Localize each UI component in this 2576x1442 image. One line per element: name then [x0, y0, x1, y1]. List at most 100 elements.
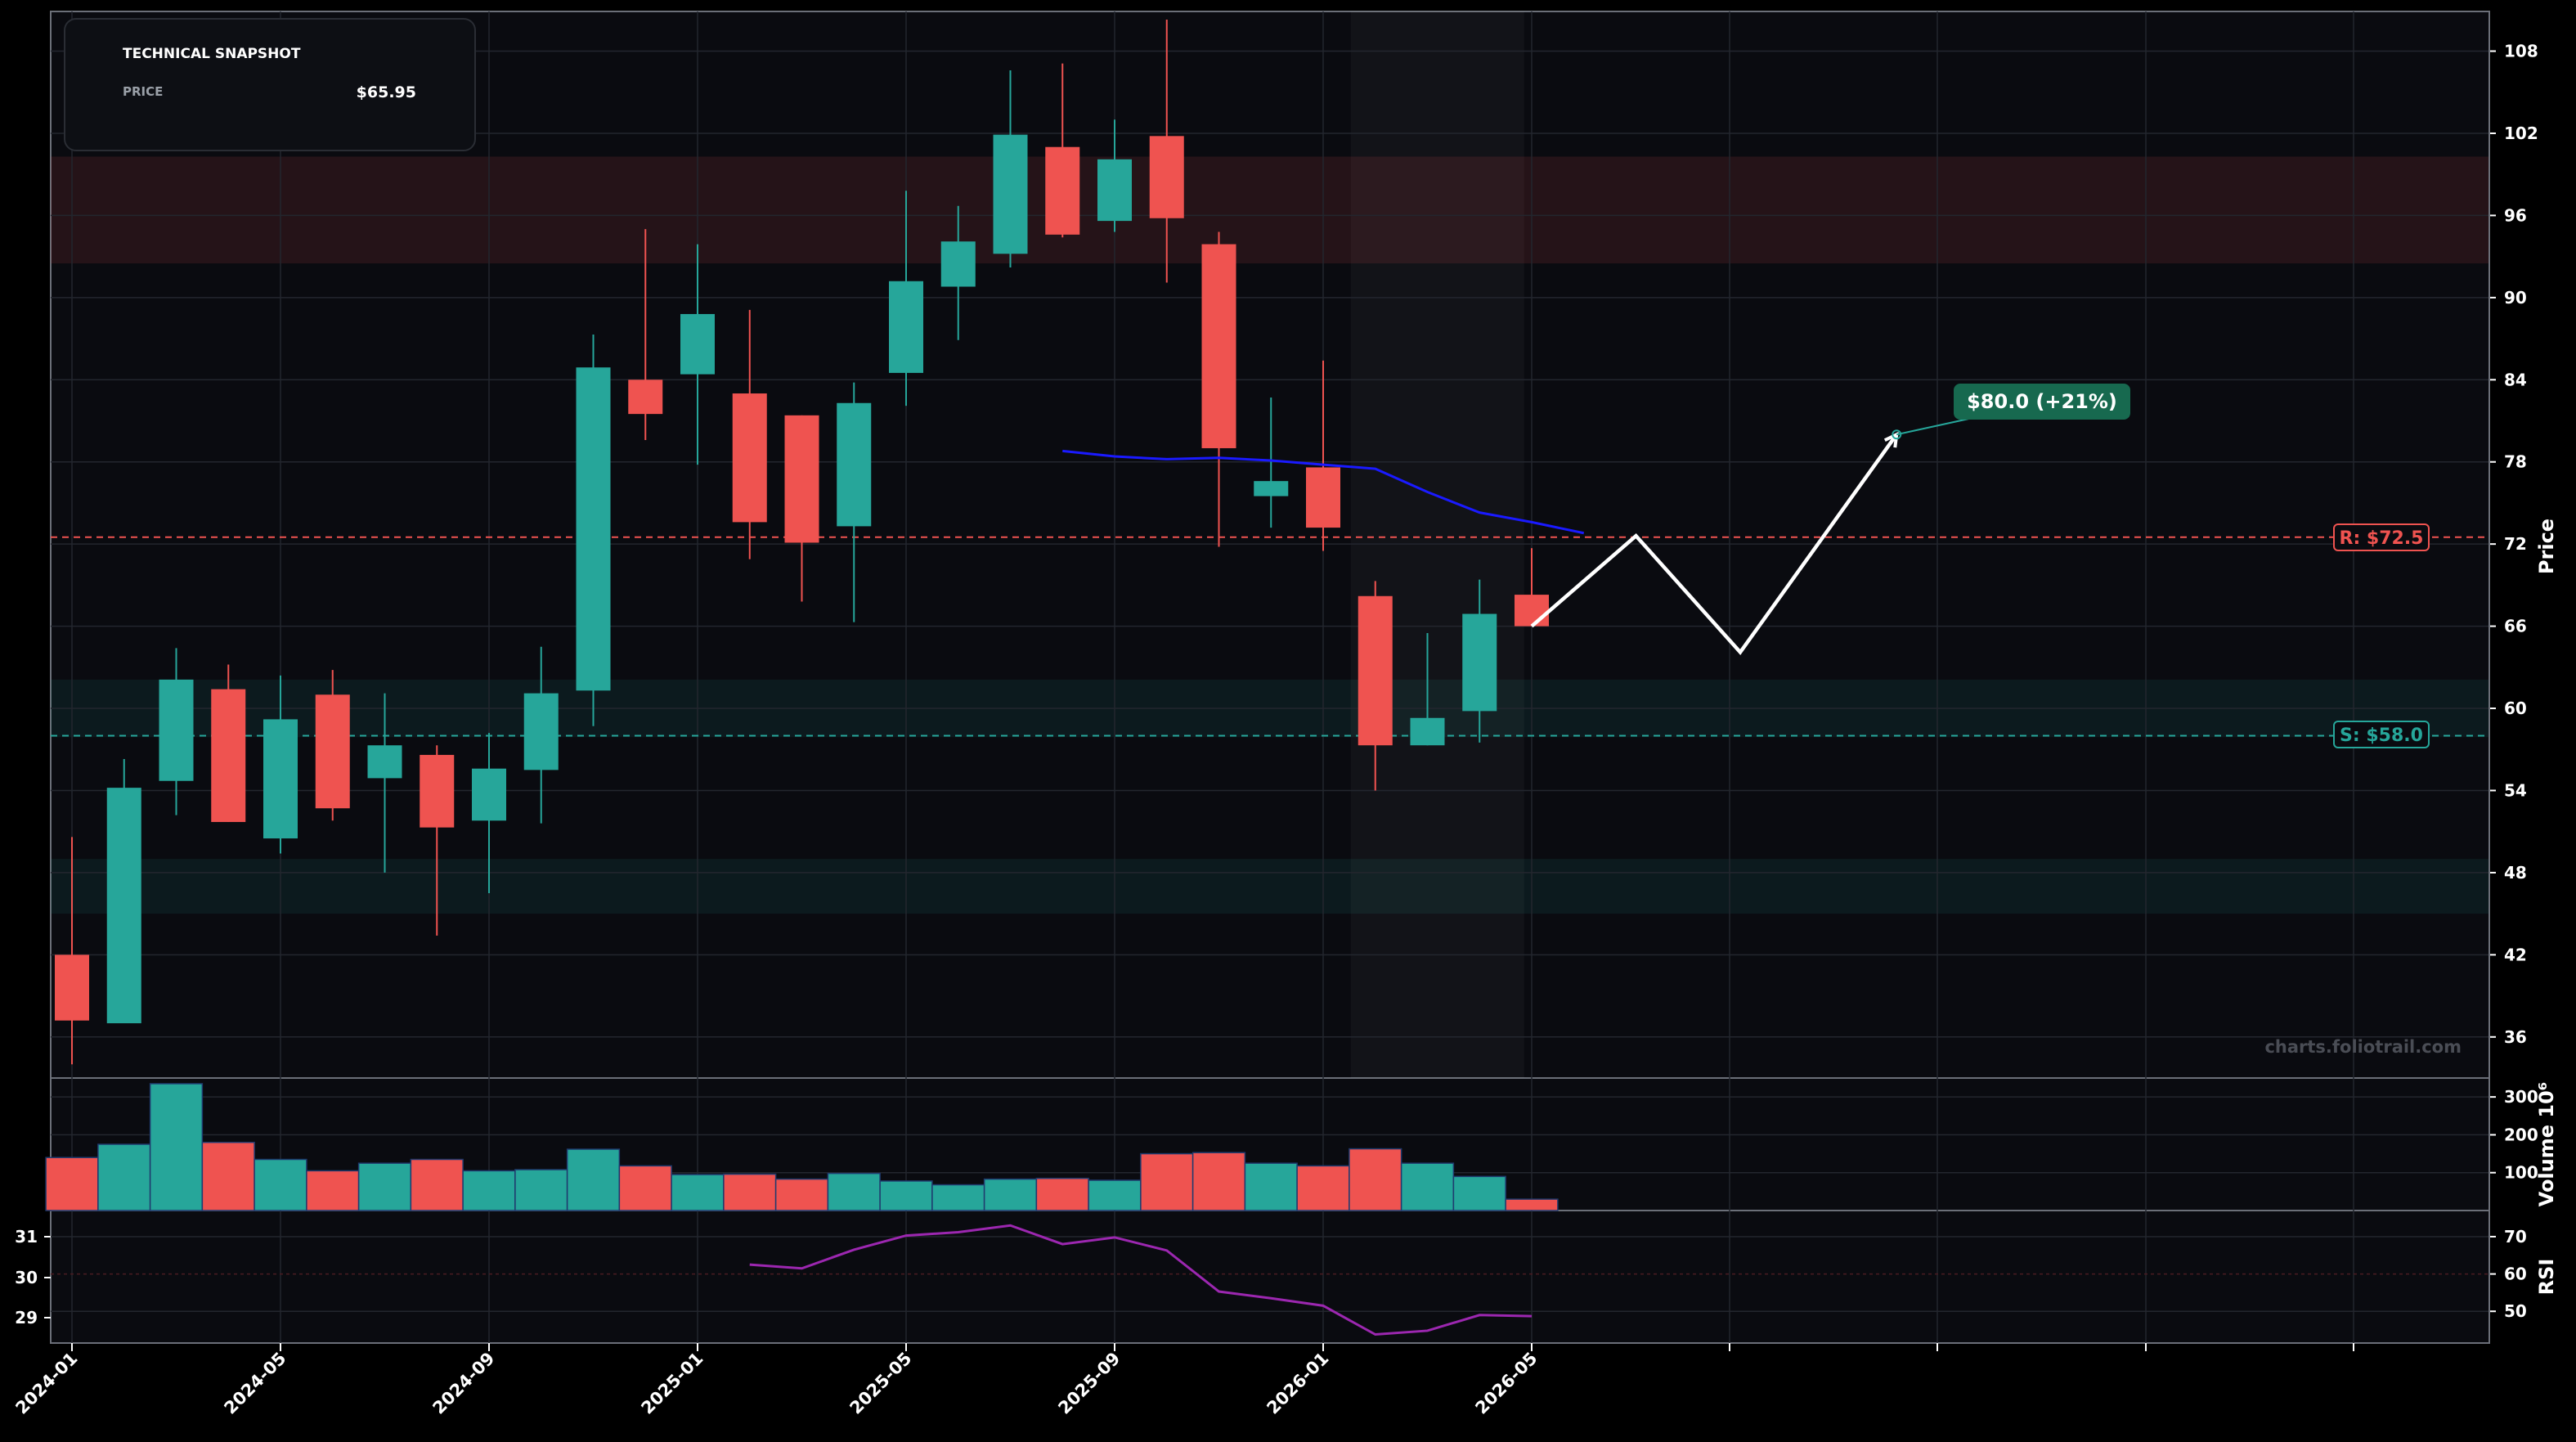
- volume-bar: [879, 1180, 933, 1211]
- price-tick-label: 102: [2504, 124, 2538, 143]
- levels-layer: [51, 536, 2489, 737]
- volume-bar: [1244, 1162, 1298, 1211]
- candle-body: [1306, 467, 1340, 528]
- candle-body: [1201, 244, 1236, 448]
- volume-bar: [410, 1158, 464, 1211]
- volume-bar: [983, 1178, 1038, 1211]
- price-panel: [50, 11, 2490, 1079]
- price-tick-label: 66: [2504, 617, 2527, 636]
- volume-bar: [827, 1172, 881, 1211]
- candle-body: [420, 754, 455, 828]
- price-tick-label: 108: [2504, 42, 2538, 61]
- candle-body: [1410, 717, 1445, 746]
- rsi-left-tick-label: 31: [15, 1227, 38, 1247]
- volume-bar: [1140, 1152, 1194, 1211]
- rsi-line: [749, 1224, 1533, 1336]
- volume-bar: [566, 1148, 621, 1211]
- volume-bar: [45, 1157, 99, 1211]
- volume-axis-label: Volume 10⁶: [2535, 1082, 2558, 1207]
- volume-tick-label: 200: [2504, 1125, 2538, 1144]
- support-label-text: S: $58.0: [2340, 725, 2423, 746]
- snapshot-price-value: $65.95: [357, 83, 416, 101]
- volume-bar: [1400, 1162, 1455, 1211]
- candle-body: [367, 745, 402, 779]
- watermark: charts.foliotrail.com: [2264, 1037, 2462, 1057]
- rsi-tick-label: 50: [2504, 1301, 2527, 1321]
- volume-bar: [723, 1173, 777, 1211]
- candle-body: [940, 241, 976, 287]
- projection-path: [1530, 433, 1899, 655]
- rsi-panel: [50, 1210, 2490, 1344]
- volume-bar: [149, 1083, 204, 1211]
- snapshot-title: TECHNICAL SNAPSHOT: [123, 46, 301, 62]
- price-tick-label: 42: [2504, 945, 2527, 964]
- volume-bar: [97, 1143, 151, 1211]
- price-tick-label: 78: [2504, 452, 2527, 472]
- candle-body: [1045, 146, 1080, 235]
- volume-tick-label: 300: [2504, 1087, 2538, 1107]
- moving-average-line: [1062, 449, 1585, 535]
- volume-bar: [1296, 1165, 1350, 1211]
- candle-body: [1515, 595, 1549, 627]
- candle-body: [1254, 481, 1289, 496]
- volume-bar: [1452, 1175, 1506, 1211]
- candle-body: [1462, 613, 1497, 712]
- target-label-text: $80.0 (+21%): [1967, 390, 2117, 413]
- candle-body: [889, 281, 923, 373]
- candle-body: [576, 367, 611, 691]
- candle-body: [993, 134, 1028, 254]
- candle-body: [1149, 136, 1184, 218]
- price-tick-label: 60: [2504, 699, 2527, 718]
- volume-bar: [1035, 1177, 1089, 1211]
- snapshot-price-label: PRICE: [123, 84, 163, 99]
- volume-bar: [1505, 1198, 1559, 1211]
- support-zone-2: [51, 859, 2489, 914]
- resistance-zone-0: [51, 156, 2489, 264]
- candles-layer: [55, 20, 1549, 1065]
- zones-layer: [51, 156, 2489, 914]
- candle-body: [732, 393, 767, 523]
- candle-body: [628, 380, 663, 415]
- target-label: $80.0 (+21%): [1954, 384, 2130, 420]
- volume-bar: [514, 1169, 568, 1211]
- candle-body: [106, 788, 141, 1024]
- rsi-tick-label: 60: [2504, 1265, 2527, 1284]
- price-tick-label: 90: [2504, 288, 2527, 308]
- resistance-label-text: R: $72.5: [2340, 528, 2424, 549]
- volume-bar: [201, 1141, 255, 1211]
- candle-body: [211, 689, 246, 822]
- volume-layer: [45, 1083, 1559, 1211]
- snapshot-card-bg: [64, 18, 476, 151]
- candle-body: [159, 679, 194, 781]
- target-marker: [1892, 429, 1902, 440]
- rsi-layer: [749, 1224, 1533, 1336]
- candle-body: [472, 768, 506, 821]
- rsi-left-tick-label: 29: [15, 1308, 38, 1327]
- candle-body: [837, 402, 872, 527]
- candle-body: [1097, 159, 1132, 222]
- price-tick-label: 84: [2504, 370, 2527, 389]
- technical-snapshot-card: TECHNICAL SNAPSHOT PRICE $65.95: [64, 18, 476, 151]
- volume-bar: [357, 1162, 412, 1211]
- volume-tick-label: 100: [2504, 1163, 2538, 1183]
- volume-bar: [462, 1170, 516, 1211]
- candle-body: [523, 693, 559, 770]
- volume-bar: [671, 1174, 725, 1211]
- resistance-label-box: [2333, 523, 2430, 551]
- volume-bar: [254, 1158, 307, 1211]
- candle-body: [315, 694, 350, 809]
- volume-bar: [931, 1184, 985, 1211]
- moving-average-layer: [1062, 449, 1585, 535]
- rsi-left-tick-label: 30: [15, 1268, 38, 1287]
- price-axis-label: Price: [2535, 519, 2558, 574]
- candle-body: [680, 313, 715, 375]
- price-tick-label: 36: [2504, 1027, 2527, 1047]
- candle-body: [55, 955, 89, 1021]
- volume-bar: [306, 1170, 360, 1211]
- volume-bar: [1349, 1148, 1402, 1211]
- price-tick-label: 48: [2504, 863, 2527, 883]
- support-label: S: $58.0: [2333, 721, 2430, 748]
- candle-body: [1358, 595, 1393, 746]
